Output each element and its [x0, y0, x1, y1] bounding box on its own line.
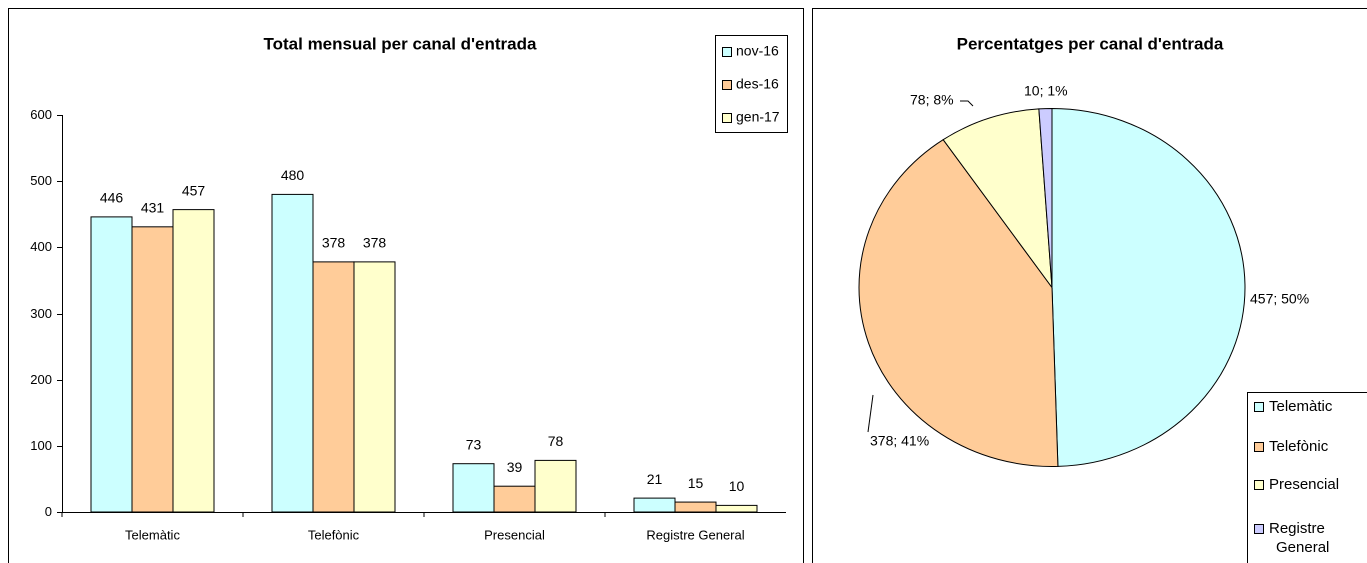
legend-label: nov-16 — [736, 43, 779, 59]
legend-swatch — [1254, 442, 1264, 452]
y-tick-label: 200 — [30, 372, 52, 387]
legend-label: Presencial — [1269, 476, 1339, 493]
legend-swatch — [722, 80, 732, 90]
value-label: 480 — [281, 167, 305, 183]
value-label: 39 — [507, 459, 523, 475]
pie-title: Percentatges per canal d'entrada — [957, 34, 1224, 53]
bar — [715, 504, 758, 513]
legend-swatch — [1254, 524, 1264, 534]
x-tick-label: Presencial — [484, 527, 545, 542]
y-tick-label: 100 — [30, 438, 52, 453]
value-label: 431 — [141, 200, 165, 216]
legend-swatch — [722, 113, 732, 123]
value-label: 78 — [548, 433, 564, 449]
value-label: 15 — [688, 475, 704, 491]
legend-label: gen-17 — [736, 109, 780, 125]
x-tick-label: Registre General — [646, 527, 744, 542]
bar — [131, 226, 174, 513]
legend-swatch — [722, 47, 732, 57]
legend-label: Telefònic — [1269, 438, 1329, 455]
bar-title: Total mensual per canal d'entrada — [264, 34, 538, 53]
leader-line — [960, 100, 974, 107]
pie-slice — [942, 108, 1053, 290]
x-tick-label: Telefònic — [308, 527, 360, 542]
bar — [172, 209, 215, 513]
pie-label: 10; 1% — [1024, 83, 1068, 99]
leader-line — [867, 394, 874, 433]
x-tick-label: Telemàtic — [125, 527, 180, 542]
legend-swatch — [1254, 480, 1264, 490]
pie-label: 378; 41% — [870, 433, 929, 449]
legend-label: des-16 — [736, 76, 779, 92]
value-label: 457 — [182, 182, 206, 198]
value-label: 10 — [729, 478, 745, 494]
bar — [90, 216, 133, 513]
legend-label: Registre General — [1269, 520, 1329, 556]
value-label: 378 — [363, 235, 387, 251]
bar — [493, 485, 536, 513]
pie-slice — [1038, 107, 1053, 288]
pie-label: 457; 50% — [1250, 291, 1309, 307]
pie-label: 78; 8% — [910, 92, 954, 108]
value-label: 446 — [100, 190, 124, 206]
pie-legend — [1247, 392, 1367, 563]
y-tick-label: 400 — [30, 239, 52, 254]
bar — [674, 501, 717, 513]
bar — [353, 261, 396, 513]
value-label: 73 — [466, 436, 482, 452]
y-tick-label: 600 — [30, 107, 52, 122]
pie-slice — [1051, 107, 1246, 467]
bar — [312, 261, 355, 513]
value-label: 378 — [322, 235, 346, 251]
bar — [271, 193, 314, 513]
value-label: 21 — [647, 471, 663, 487]
bar — [633, 497, 676, 513]
legend-swatch — [1254, 402, 1264, 412]
y-tick-label: 300 — [30, 306, 52, 321]
y-tick-label: 0 — [45, 504, 52, 519]
bar — [452, 463, 495, 513]
legend-label: Telemàtic — [1269, 398, 1333, 415]
bar — [534, 459, 577, 513]
pie-slice — [858, 138, 1059, 467]
y-tick-label: 500 — [30, 173, 52, 188]
